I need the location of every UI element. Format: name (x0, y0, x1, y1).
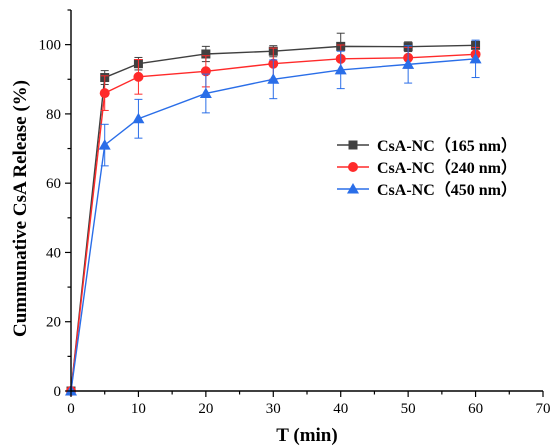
y-tick-label: 40 (46, 245, 61, 261)
legend: CsA-NC（165 nm） CsA-NC（240 nm） CsA-NC（450 n… (337, 137, 517, 199)
x-tick-label: 50 (401, 401, 416, 417)
data-point (402, 58, 415, 69)
x-tick-label: 40 (333, 401, 348, 417)
series-3 (65, 39, 482, 396)
legend-marker (348, 140, 358, 150)
axes: 0 10 20 30 40 50 60 70 0 20 40 60 80 100 (39, 9, 550, 417)
data-point (133, 71, 144, 82)
legend-marker (348, 162, 358, 172)
x-axis-title: T (min) (276, 425, 337, 446)
legend-label: CsA-NC（165 nm） (377, 137, 517, 155)
data-point (267, 73, 280, 84)
y-tick-label: 60 (46, 176, 61, 192)
data-point (469, 52, 482, 64)
x-tick-label: 20 (198, 401, 213, 417)
y-tick-label: 20 (46, 315, 61, 331)
data-point (201, 49, 211, 59)
y-tick-label: 80 (46, 107, 61, 123)
y-axis-title: Cummunative CsA Release (%) (10, 80, 31, 337)
x-tick-label: 0 (67, 401, 75, 417)
x-tick-label: 30 (266, 401, 281, 417)
x-tick-label: 70 (536, 401, 550, 417)
y-tick-label: 0 (54, 384, 62, 400)
x-tick-label: 60 (468, 401, 483, 417)
series-line (70, 53, 476, 392)
data-point (334, 63, 347, 75)
legend-label: CsA-NC（240 nm） (377, 159, 517, 177)
legend-item-3: CsA-NC（450 nm） (337, 181, 517, 199)
series-line (70, 44, 476, 392)
data-point (99, 88, 110, 99)
legend-label: CsA-NC（450 nm） (377, 181, 517, 199)
legend-item-2: CsA-NC（240 nm） (337, 159, 517, 177)
legend-item-1: CsA-NC（165 nm） (337, 137, 517, 155)
data-point (98, 139, 111, 150)
x-tick-label: 10 (131, 401, 146, 417)
plot-area (65, 32, 482, 396)
y-tick-label: 100 (39, 38, 62, 54)
data-point (132, 112, 145, 124)
series-line (70, 58, 476, 392)
legend-marker (347, 183, 359, 194)
data-point (199, 87, 212, 98)
